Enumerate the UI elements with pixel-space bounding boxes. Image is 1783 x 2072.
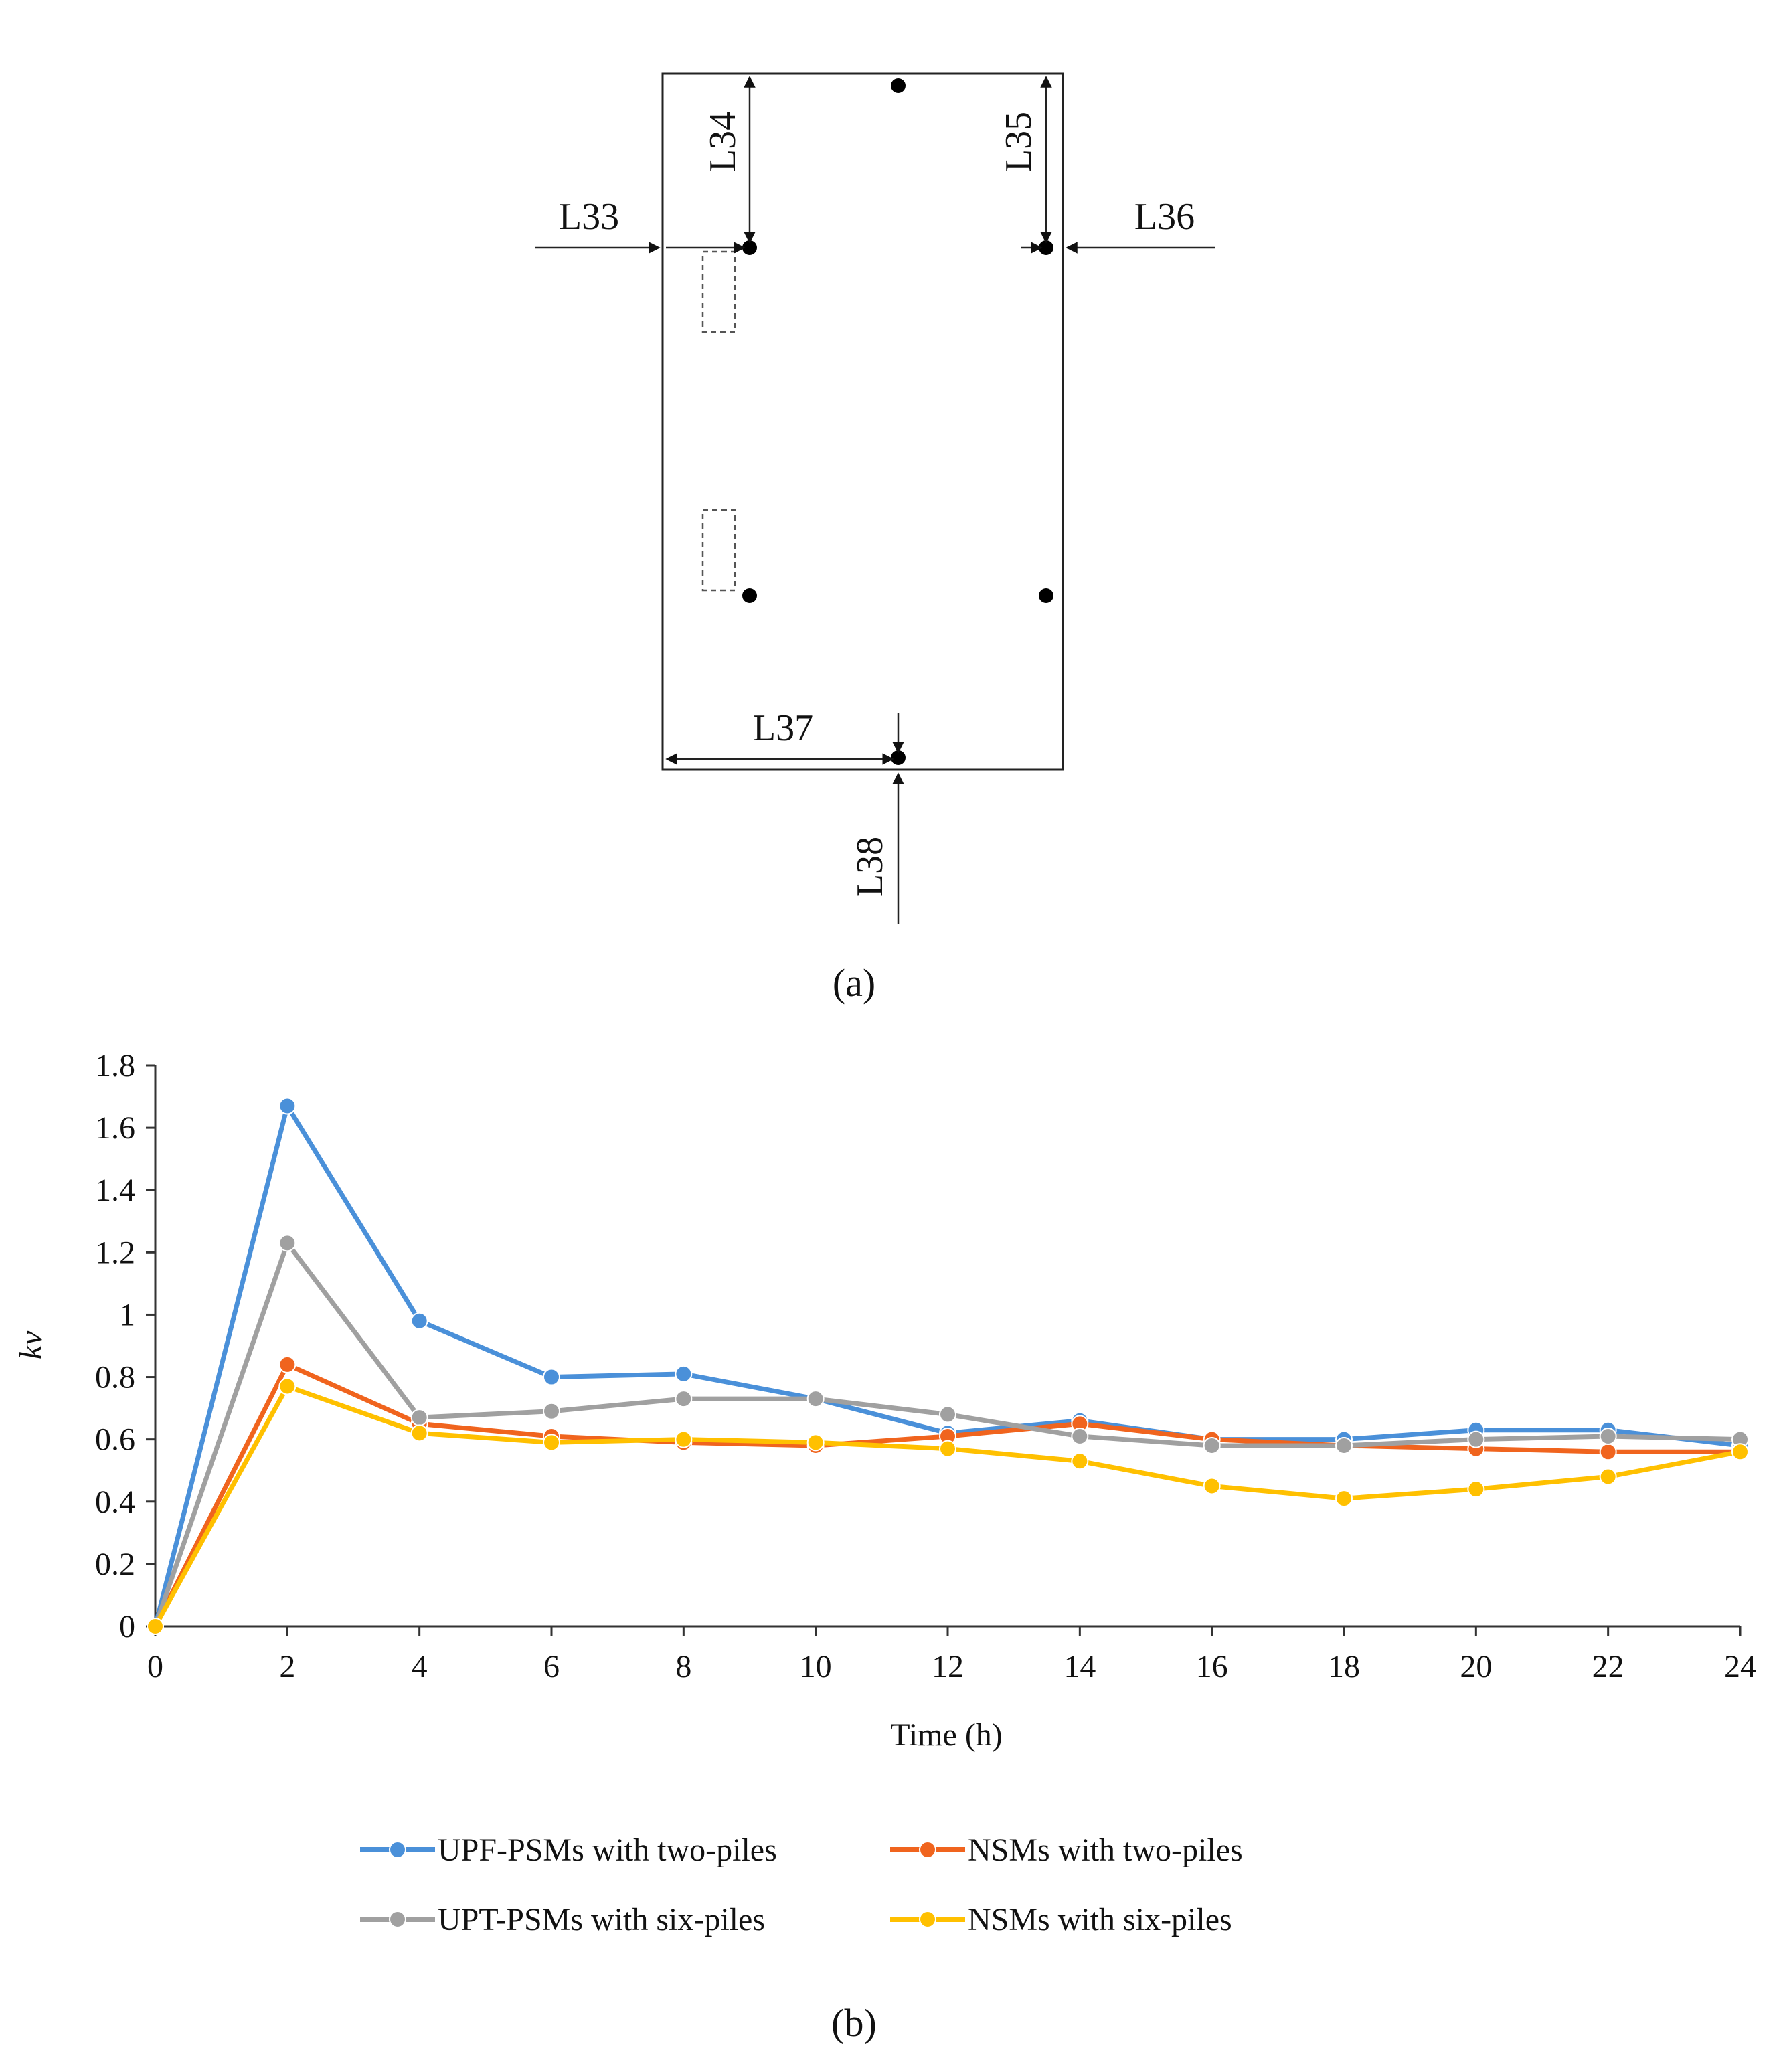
y-axis-ticks: 0 0.2 0.4 0.6 0.8 1 1.2 1.4 1.6 1.8 — [95, 1048, 155, 1644]
legend-label-nsm-six: NSMs with six-piles — [968, 1902, 1232, 1937]
data-point — [1203, 1436, 1221, 1454]
y-tick-label: 1.4 — [95, 1173, 135, 1208]
legend-label-nsm-two: NSMs with two-piles — [968, 1832, 1243, 1868]
data-point — [278, 1355, 296, 1373]
caption-b: (b) — [831, 2001, 877, 2045]
series-3 — [147, 1377, 1749, 1635]
legend-marker-upf-two — [389, 1841, 406, 1859]
series-0 — [147, 1097, 1749, 1635]
data-point — [806, 1390, 825, 1408]
label-l37: L37 — [753, 707, 813, 749]
label-l33: L33 — [559, 196, 619, 238]
legend-label-upf-two: UPF-PSMs with two-piles — [438, 1832, 777, 1868]
data-point — [1731, 1443, 1749, 1461]
caption-a: (a) — [833, 961, 875, 1005]
data-point — [1071, 1452, 1089, 1470]
measure-point — [1039, 588, 1053, 603]
measure-point — [891, 78, 906, 93]
x-axis-title: Time (h) — [890, 1717, 1003, 1753]
series-layer — [147, 1097, 1749, 1635]
measure-point — [891, 750, 906, 765]
x-tick-label: 12 — [932, 1649, 964, 1685]
data-point — [1335, 1436, 1353, 1454]
y-tick-label: 0.6 — [95, 1422, 135, 1458]
x-axis-ticks: 0 2 4 6 8 10 12 14 16 18 20 22 24 — [147, 1626, 1756, 1685]
data-point — [1599, 1468, 1617, 1486]
measure-point — [742, 240, 757, 255]
label-l34: L34 — [702, 112, 744, 172]
data-point — [410, 1409, 428, 1427]
chart-b: 00.20.40.60.811.21.41.61.8 0 2 4 6 8 10 12 14 16… — [13, 1048, 1756, 2045]
x-tick-label: 0 — [147, 1649, 163, 1685]
data-point — [1335, 1490, 1353, 1508]
x-tick-label: 22 — [1592, 1649, 1624, 1685]
series-1 — [147, 1355, 1749, 1635]
series-2 — [147, 1234, 1749, 1635]
data-point — [147, 1618, 164, 1635]
x-tick-label: 20 — [1460, 1649, 1492, 1685]
x-tick-label: 6 — [543, 1649, 560, 1685]
x-tick-label: 16 — [1196, 1649, 1228, 1685]
data-point — [278, 1377, 296, 1395]
legend-label-upt-six: UPT-PSMs with six-piles — [438, 1902, 765, 1937]
x-tick-label: 8 — [675, 1649, 691, 1685]
data-point — [410, 1424, 428, 1442]
data-point — [675, 1390, 693, 1408]
y-tick-label: 1.2 — [95, 1235, 135, 1270]
label-l35: L35 — [998, 112, 1039, 172]
pile-footprint-top — [701, 250, 736, 333]
data-point — [675, 1430, 693, 1448]
y-tick-label: 1 — [119, 1297, 135, 1332]
data-point — [1599, 1443, 1617, 1461]
y-tick-label: 0.4 — [95, 1484, 135, 1520]
data-point — [939, 1405, 956, 1423]
y-axis-title: kv — [13, 1330, 49, 1359]
legend-marker-nsm-six — [919, 1911, 936, 1928]
x-tick-label: 24 — [1724, 1649, 1756, 1685]
data-point — [278, 1097, 296, 1115]
data-point — [1203, 1477, 1221, 1495]
data-point — [1467, 1480, 1485, 1498]
legend-marker-upt-six — [389, 1911, 406, 1928]
series-line — [153, 1362, 1740, 1628]
x-tick-label: 4 — [412, 1649, 428, 1685]
data-point — [278, 1234, 296, 1252]
x-tick-label: 14 — [1064, 1649, 1096, 1685]
x-tick-label: 2 — [279, 1649, 295, 1685]
y-tick-label: 0 — [119, 1609, 135, 1644]
data-point — [806, 1434, 825, 1452]
data-point — [1467, 1430, 1485, 1448]
legend-marker-nsm-two — [919, 1841, 936, 1859]
data-point — [1071, 1428, 1089, 1446]
data-point — [1599, 1428, 1617, 1446]
diagram-a: L33 L34 L35 L36 L37 L38 (a) — [535, 72, 1215, 1005]
y-tick-label: 1.8 — [95, 1048, 135, 1084]
legend: UPF-PSMs with two-piles NSMs with two-pi… — [360, 1832, 1243, 1937]
label-l38: L38 — [849, 837, 891, 897]
data-point — [543, 1368, 560, 1386]
x-tick-label: 18 — [1328, 1649, 1360, 1685]
slab-outline — [661, 72, 1064, 771]
data-point — [939, 1440, 956, 1458]
label-l36: L36 — [1134, 196, 1195, 238]
y-tick-label: 0.8 — [95, 1360, 135, 1395]
pile-footprint-bottom — [701, 509, 736, 592]
data-point — [675, 1365, 693, 1383]
data-point — [543, 1434, 560, 1452]
y-tick-label: 1.6 — [95, 1110, 135, 1146]
y-tick-label: 0.2 — [95, 1547, 135, 1582]
series-line — [153, 1104, 1741, 1627]
measure-point — [742, 588, 757, 603]
data-point — [410, 1312, 428, 1330]
x-tick-label: 10 — [800, 1649, 832, 1685]
data-point — [543, 1402, 560, 1420]
